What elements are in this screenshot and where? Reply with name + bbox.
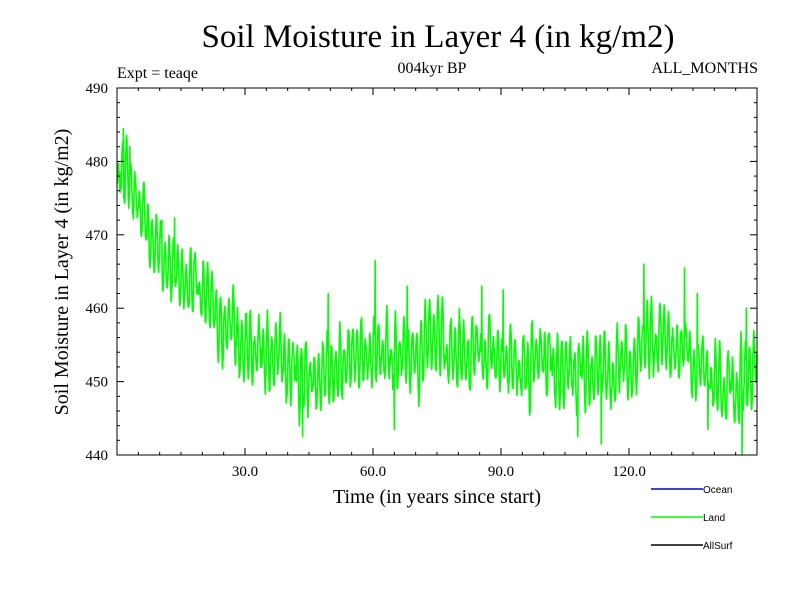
- y-tick-label: 460: [86, 301, 109, 317]
- x-tick-label: 120.0: [612, 464, 646, 480]
- legend-label-ocean: Ocean: [703, 485, 732, 496]
- legend-label-land: Land: [703, 513, 725, 524]
- y-tick-label: 450: [86, 375, 109, 391]
- legend: Ocean Land AllSurf: [651, 485, 733, 552]
- experiment-label: Expt = teaqe: [117, 65, 198, 82]
- months-label: ALL_MONTHS: [651, 60, 758, 77]
- x-tick-label: 30.0: [232, 464, 258, 480]
- x-axis-label: Time (in years since start): [333, 486, 541, 508]
- series-line-land: [116, 127, 758, 456]
- series-group: [116, 127, 758, 456]
- y-tick-label: 490: [86, 81, 109, 97]
- period-label: 004kyr BP: [398, 60, 467, 77]
- plot-frame: [116, 87, 758, 456]
- chart-title: Soil Moisture in Layer 4 (in kg/m2): [202, 19, 675, 55]
- x-tick-label: 60.0: [360, 464, 386, 480]
- y-tick-label: 440: [86, 448, 109, 464]
- y-tick-label: 480: [86, 154, 109, 170]
- ticks-group: 30.0 60.0 90.0 120.0 440 450 460 470 480 490: [86, 81, 757, 480]
- legend-label-allsurf: AllSurf: [703, 541, 733, 552]
- y-axis-label: Soil Moisture in Layer 4 (in kg/m2): [51, 129, 73, 416]
- y-tick-label: 470: [86, 228, 109, 244]
- x-tick-label: 90.0: [488, 464, 514, 480]
